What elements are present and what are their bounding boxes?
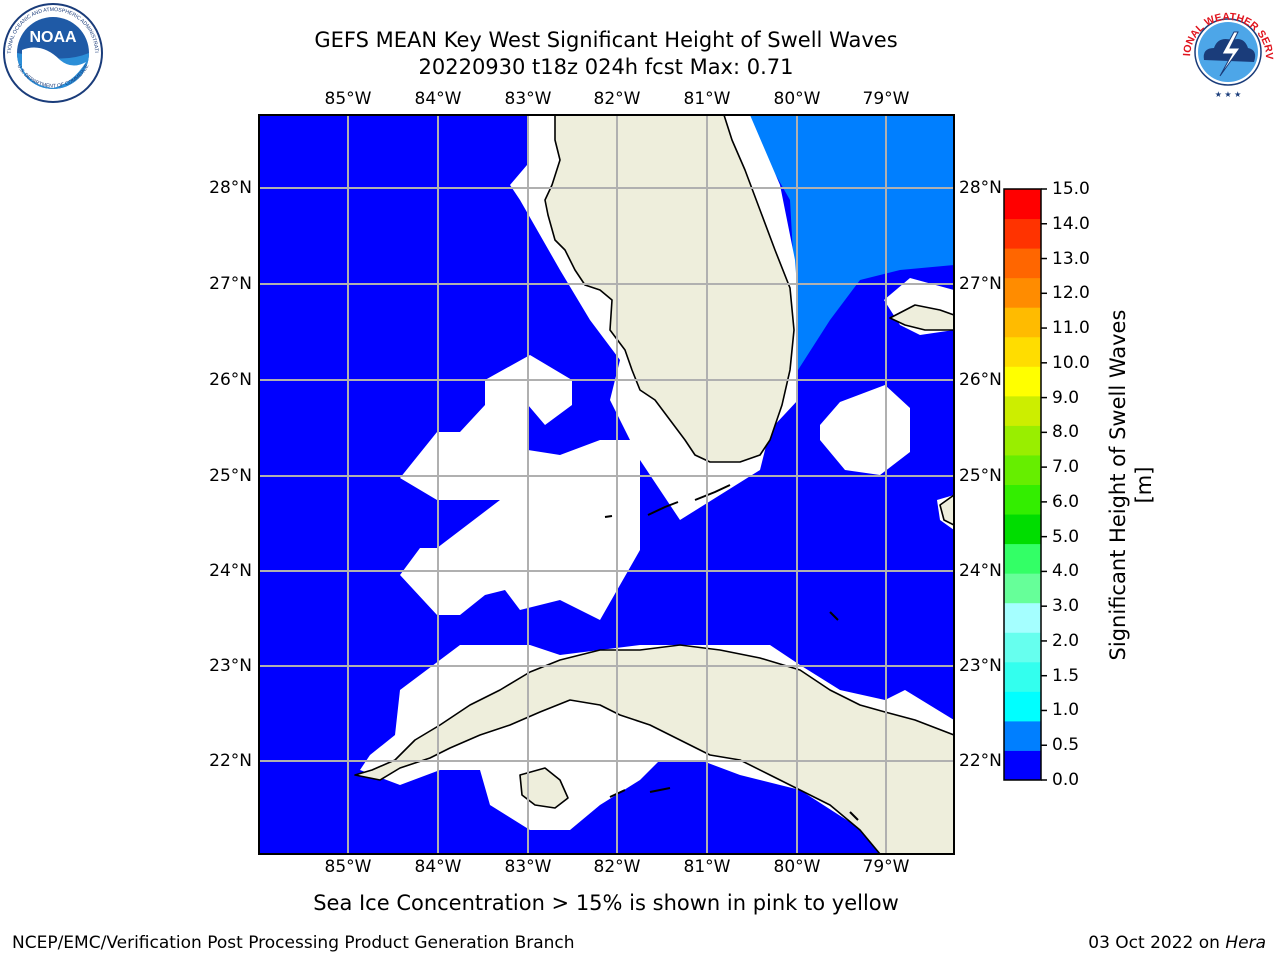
lon-label-top: 85°W [324,89,372,109]
colorbar-bin [1004,454,1041,485]
lat-label-right: 23°N [959,656,1002,676]
colorbar-bin [1004,750,1041,781]
map-frame [258,114,955,855]
lat-label-left: 24°N [209,561,252,581]
colorbar-bin [1004,573,1041,604]
lon-label-bottom: 84°W [414,857,462,877]
lon-label-top: 84°W [414,89,462,109]
colorbar-bin [1004,395,1041,426]
colorbar-bin [1004,425,1041,456]
colorbar-tick-label: 11.0 [1052,318,1090,339]
lat-label-right: 25°N [959,466,1002,486]
colorbar-bin [1004,543,1041,574]
colorbar-bin [1004,189,1041,220]
noaa-logo-text: NOAA [29,29,77,46]
colorbar-tick-label: 10.0 [1052,352,1090,373]
colorbar-tick-label: 7.0 [1052,457,1080,478]
colorbar-tick-label: 3.0 [1052,596,1080,617]
colorbar-tick-label: 12.0 [1052,283,1090,304]
lat-label-right: 28°N [959,178,1002,198]
sea-ice-note: Sea Ice Concentration > 15% is shown in … [313,891,899,915]
chart-title: GEFS MEAN Key West Significant Height of… [314,28,898,52]
lon-label-top: 83°W [504,89,552,109]
colorbar-bin [1004,661,1041,692]
cuba [354,644,954,854]
colorbar-tick-label: 1.5 [1052,665,1080,686]
colorbar-tick-label: 2.0 [1052,630,1080,651]
lat-label-left: 27°N [209,274,252,294]
florida [544,115,795,463]
florida-keys [604,484,859,821]
colorbar-tick-label: 1.0 [1052,700,1080,721]
colorbar-tick-label: 0.0 [1052,770,1080,790]
colorbar-tick-label: 4.0 [1052,561,1080,582]
colorbar-bin [1004,514,1041,545]
lon-label-top: 80°W [773,89,821,109]
colorbar-bin [1004,691,1041,722]
lon-label-top: 79°W [862,89,910,109]
colorbar-bin [1004,366,1041,397]
swell-band-east [750,115,954,370]
land [354,115,954,854]
lon-label-bottom: 81°W [683,857,731,877]
isla-de-la-juventud [519,767,569,809]
lat-label-left: 25°N [209,466,252,486]
lon-label-top: 82°W [593,89,641,109]
lon-label-bottom: 85°W [324,857,372,877]
svg-text:★ ★ ★: ★ ★ ★ [1215,90,1242,99]
lon-label-bottom: 80°W [773,857,821,877]
lat-label-left: 28°N [209,178,252,198]
lat-label-right: 22°N [959,751,1002,771]
lat-label-left: 22°N [209,751,252,771]
lon-label-bottom: 82°W [593,857,641,877]
colorbar-bin [1004,602,1041,633]
colorbar-tick-label: 15.0 [1052,179,1090,199]
chart-subtitle: 20220930 t18z 024h fcst Max: 0.71 [418,55,794,79]
colorbar-bin [1004,336,1041,367]
nws-logo: NATIONAL WEATHER SERVICE ★ ★ ★ [1178,2,1276,100]
colorbar-bin [1004,484,1041,515]
colorbar-bin [1004,720,1041,751]
lon-label-bottom: 79°W [862,857,910,877]
lat-label-left: 26°N [209,370,252,390]
colorbar-bin [1004,248,1041,279]
colorbar-tick-label: 14.0 [1052,213,1090,234]
colorbar-bin [1004,307,1041,338]
footer-credit: NCEP/EMC/Verification Post Processing Pr… [12,933,575,953]
colorbar-tick-label: 5.0 [1052,526,1080,547]
colorbar-bin [1004,277,1041,308]
colorbar-label: Significant Height of Swell Waves [m] [1106,309,1156,661]
lon-label-bottom: 83°W [504,857,552,877]
lat-label-right: 26°N [959,370,1002,390]
colorbar-tick-label: 0.5 [1052,735,1080,756]
colorbar-bin [1004,218,1041,249]
lat-label-right: 24°N [959,561,1002,581]
colorbar-tick-label: 6.0 [1052,491,1080,512]
colorbar-tick-label: 13.0 [1052,248,1090,269]
grand-bahama [889,304,954,331]
lat-label-right: 27°N [959,274,1002,294]
andros-island [939,494,954,526]
colorbar-tick-label: 9.0 [1052,387,1080,408]
lat-label-left: 23°N [209,656,252,676]
lon-label-top: 81°W [683,89,731,109]
colorbar-tick-label: 8.0 [1052,422,1080,443]
colorbar-bin [1004,632,1041,663]
footer-date: 03 Oct 2022 on Hera [1088,933,1266,953]
colorbar-frame [1003,188,1042,781]
noaa-logo: NOAA NATIONAL OCEANIC AND ATMOSPHERIC AD… [2,2,103,103]
